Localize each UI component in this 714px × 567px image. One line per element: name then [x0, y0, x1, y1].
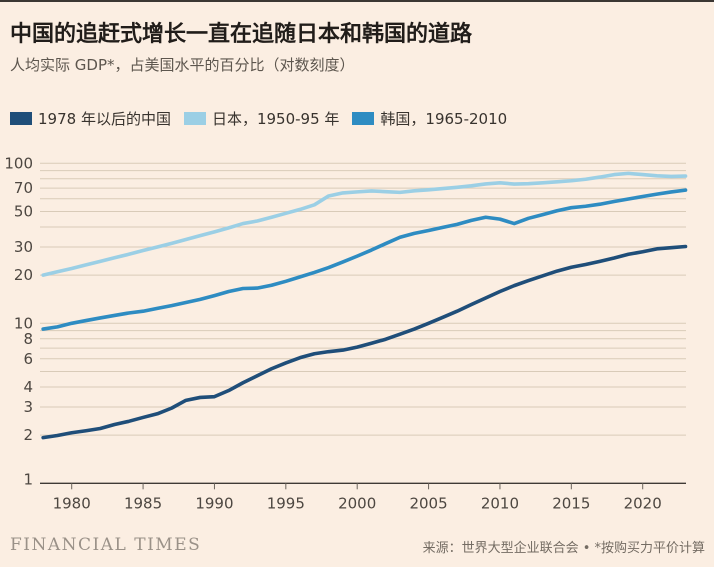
legend-label-japan: 日本，1950-95 年 [211, 110, 340, 128]
x-tick-label-2010: 2010 [481, 494, 519, 512]
legend-swatch-japan [183, 112, 206, 125]
y-tick-label-1: 1 [23, 470, 33, 488]
series-line-korea [41, 188, 688, 331]
legend-label-korea: 韩国，1965-2010 [380, 110, 508, 128]
x-tick-label-2005: 2005 [409, 494, 447, 512]
x-tick-label-1980: 1980 [53, 494, 91, 512]
legend-item-korea: 韩国，1965-2010 [352, 108, 507, 129]
legend: 1978 年以后的中国 日本，1950-95 年 韩国，1965-2010 [10, 108, 710, 129]
top-rule [0, 0, 714, 2]
y-tick-label-30: 30 [14, 238, 33, 256]
ft-logo: FINANCIAL TIMES [10, 535, 202, 555]
y-tick-label-4: 4 [23, 378, 33, 396]
legend-swatch-korea [352, 112, 375, 125]
x-tick-label-1985: 1985 [124, 494, 162, 512]
series-line-japan [41, 171, 688, 277]
legend-swatch-china [10, 112, 32, 125]
x-tick-label-2020: 2020 [624, 494, 662, 512]
y-tick-label-100: 100 [4, 154, 33, 172]
legend-label-china: 1978 年以后的中国 [38, 110, 171, 128]
y-tick-label-6: 6 [23, 350, 33, 368]
y-tick-label-3: 3 [23, 398, 33, 416]
source-note: 来源：世界大型企业联合会 • *按购买力平价计算 [422, 541, 705, 556]
legend-item-china: 1978 年以后的中国 [10, 108, 171, 129]
series-line-china [41, 244, 688, 440]
y-tick-label-50: 50 [14, 202, 33, 220]
x-tick-label-2000: 2000 [338, 494, 376, 512]
x-tick-label-2015: 2015 [552, 494, 590, 512]
y-tick-label-8: 8 [23, 330, 33, 348]
y-tick-label-70: 70 [14, 179, 33, 197]
legend-item-japan: 日本，1950-95 年 [183, 108, 340, 129]
x-tick-label-1995: 1995 [267, 494, 305, 512]
page-title: 中国的追赶式增长一直在追随日本和韩国的道路 [10, 21, 473, 47]
y-tick-label-10: 10 [14, 314, 33, 332]
page-subtitle: 人均实际 GDP*，占美国水平的百分比（对数刻度） [10, 56, 355, 74]
y-tick-label-2: 2 [23, 426, 33, 444]
x-tick-label-1990: 1990 [195, 494, 233, 512]
y-tick-label-20: 20 [14, 266, 33, 284]
